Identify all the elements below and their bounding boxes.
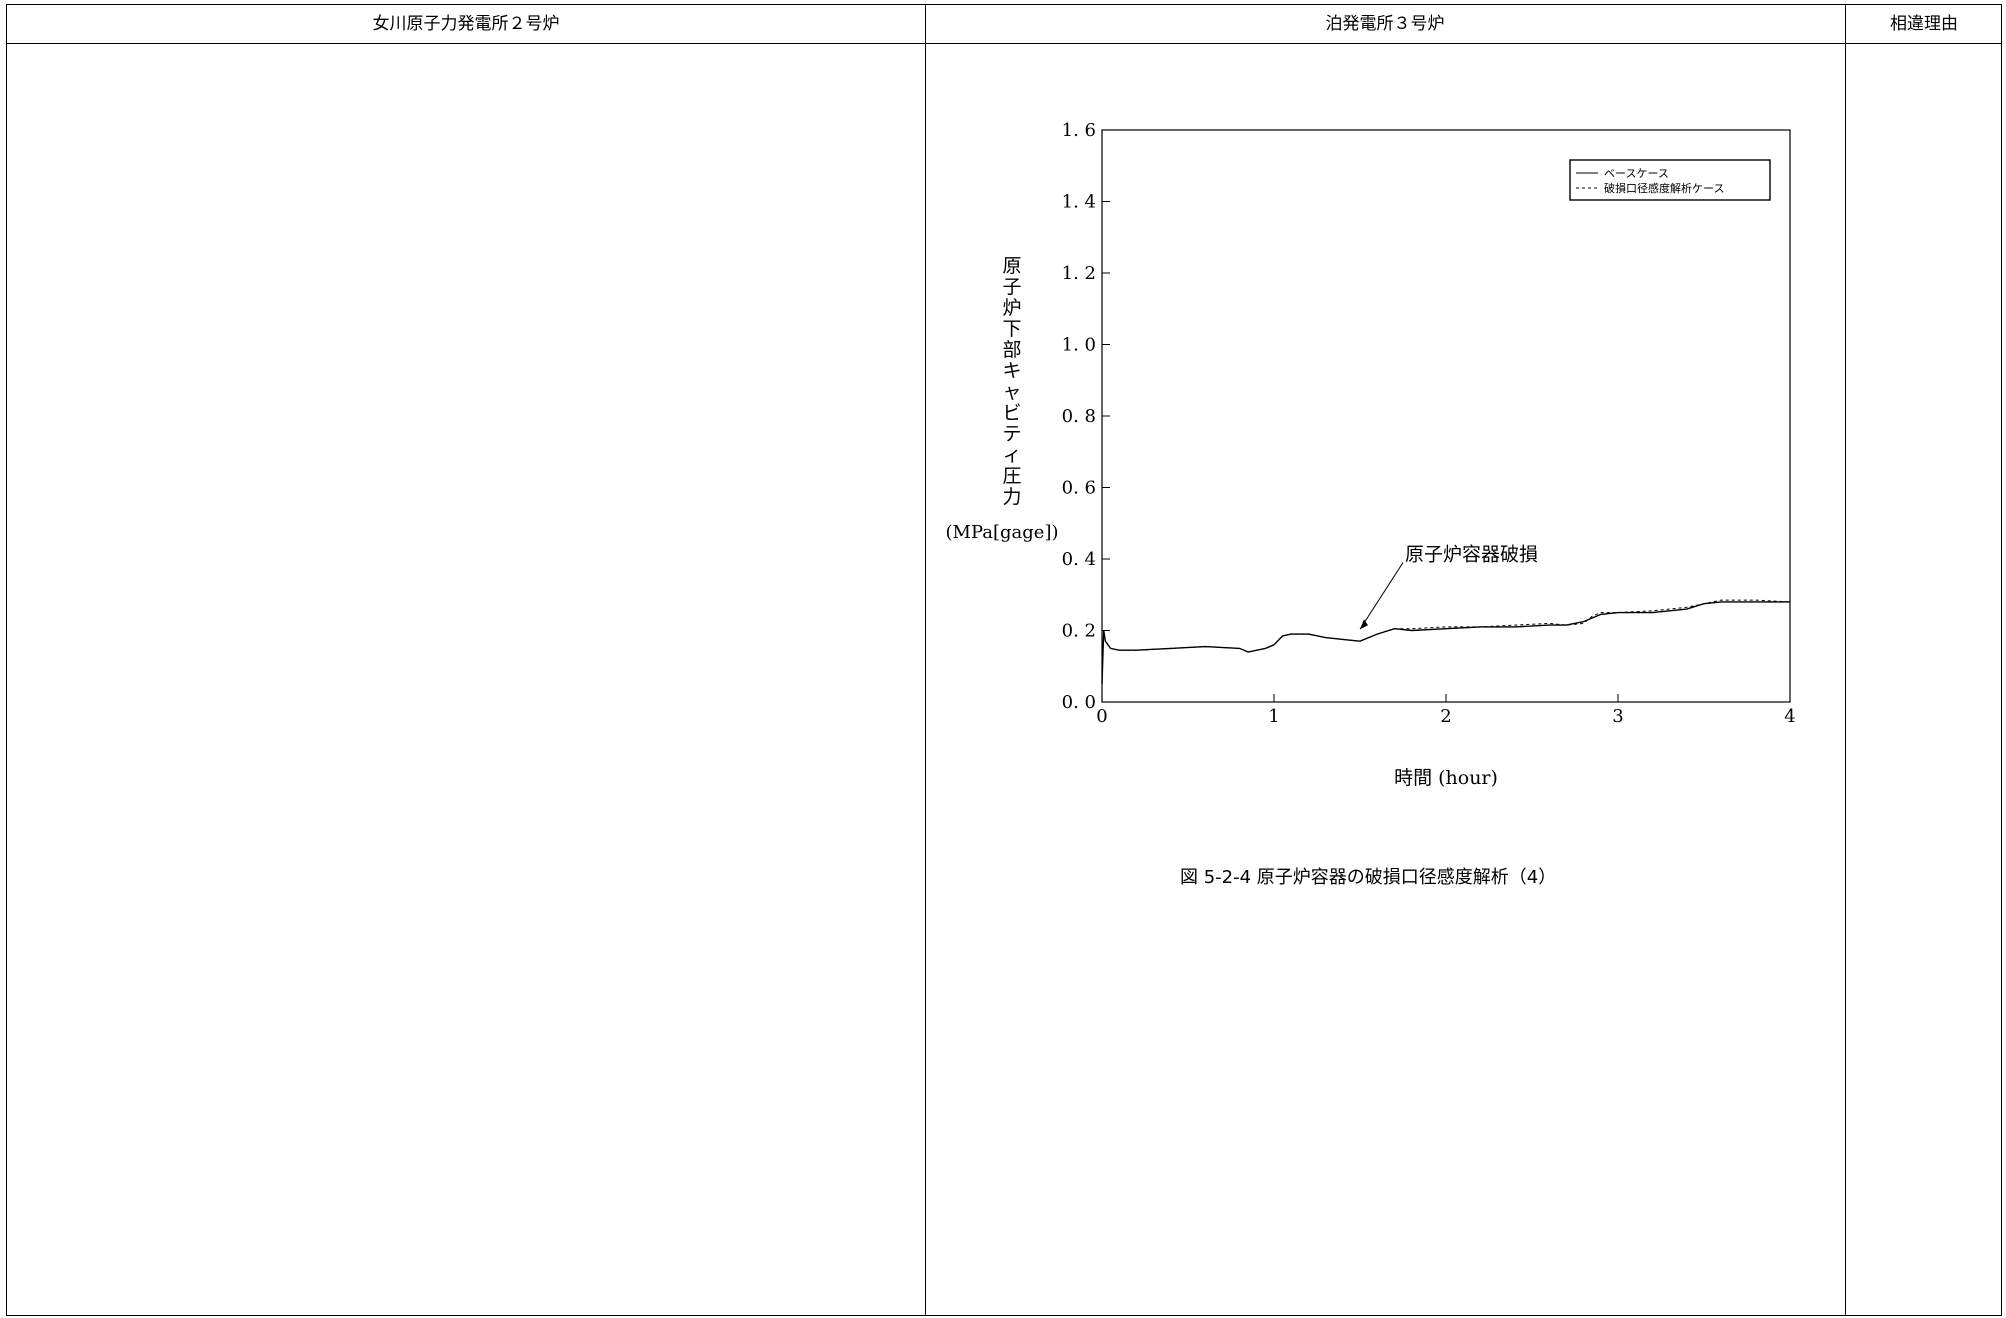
column-divider-1: [925, 5, 926, 1315]
y-axis-label-char: 力: [1002, 486, 1021, 508]
x-tick-label: 4: [1784, 706, 1795, 727]
x-axis-label: 時間 (hour): [1394, 767, 1498, 789]
x-tick-label: 3: [1612, 706, 1623, 727]
y-axis-label-char: 下: [1002, 318, 1021, 340]
header-tomari: 泊発電所３号炉: [1325, 14, 1445, 34]
x-tick-label: 2: [1440, 706, 1451, 727]
y-axis-label-char: テ: [1002, 423, 1021, 445]
y-axis-unit: (MPa[gage]): [946, 522, 1059, 543]
y-axis-label-char: 部: [1002, 339, 1021, 361]
y-tick-label: 1. 0: [1062, 335, 1096, 356]
y-tick-label: 0. 2: [1062, 621, 1096, 642]
y-tick-label: 1. 2: [1062, 263, 1096, 284]
legend-label-0: ベースケース: [1604, 167, 1669, 180]
y-axis-label-char: 炉: [1002, 297, 1021, 319]
annotation-arrow: [1359, 562, 1404, 630]
y-axis-label-char: 原: [1002, 255, 1021, 277]
y-axis-label-char: ィ: [1002, 444, 1021, 466]
series-line-1: [1101, 599, 1791, 685]
y-axis-label-char: キ: [1002, 360, 1021, 382]
header-onagawa: 女川原子力発電所２号炉: [372, 14, 560, 34]
comparison-table: 女川原子力発電所２号炉 泊発電所３号炉 相違理由: [6, 4, 2002, 1316]
figure-caption: 図 5-2-4 原子炉容器の破損口径感度解析（4）: [1180, 867, 1557, 888]
annotation-label: 原子炉容器破損: [1405, 544, 1538, 566]
y-tick-label: 0. 8: [1062, 406, 1096, 427]
y-axis-label-char: 子: [1002, 276, 1021, 298]
y-axis-label-char: 圧: [1002, 465, 1021, 487]
y-tick-label: 1. 4: [1062, 192, 1096, 213]
header-reason: 相違理由: [1890, 14, 1958, 34]
x-tick-label: 0: [1096, 706, 1107, 727]
y-axis-label-char: ビ: [1002, 402, 1021, 424]
y-axis-label-char: ャ: [1002, 381, 1021, 403]
legend-box: [1569, 159, 1771, 201]
header-divider: [7, 43, 2001, 44]
series-line-0: [1101, 601, 1790, 685]
y-tick-label: 1. 6: [1062, 120, 1096, 141]
legend-label-1: 破損口径感度解析ケース: [1604, 181, 1724, 195]
y-tick-label: 0. 6: [1062, 478, 1096, 499]
y-tick-label: 0. 4: [1062, 549, 1096, 570]
cavity-pressure-chart: 0. 0 0. 2 0. 4 0. 6 0. 8 1. 0 1. 2 1. 4 1. 6 0 1 2 3…: [946, 120, 1796, 789]
plot-frame: [1101, 129, 1791, 703]
y-tick-label: 0. 0: [1062, 692, 1096, 713]
x-tick-label: 1: [1268, 706, 1279, 727]
annotation-arrowhead: [1360, 619, 1368, 630]
column-divider-2: [1845, 5, 1846, 1315]
